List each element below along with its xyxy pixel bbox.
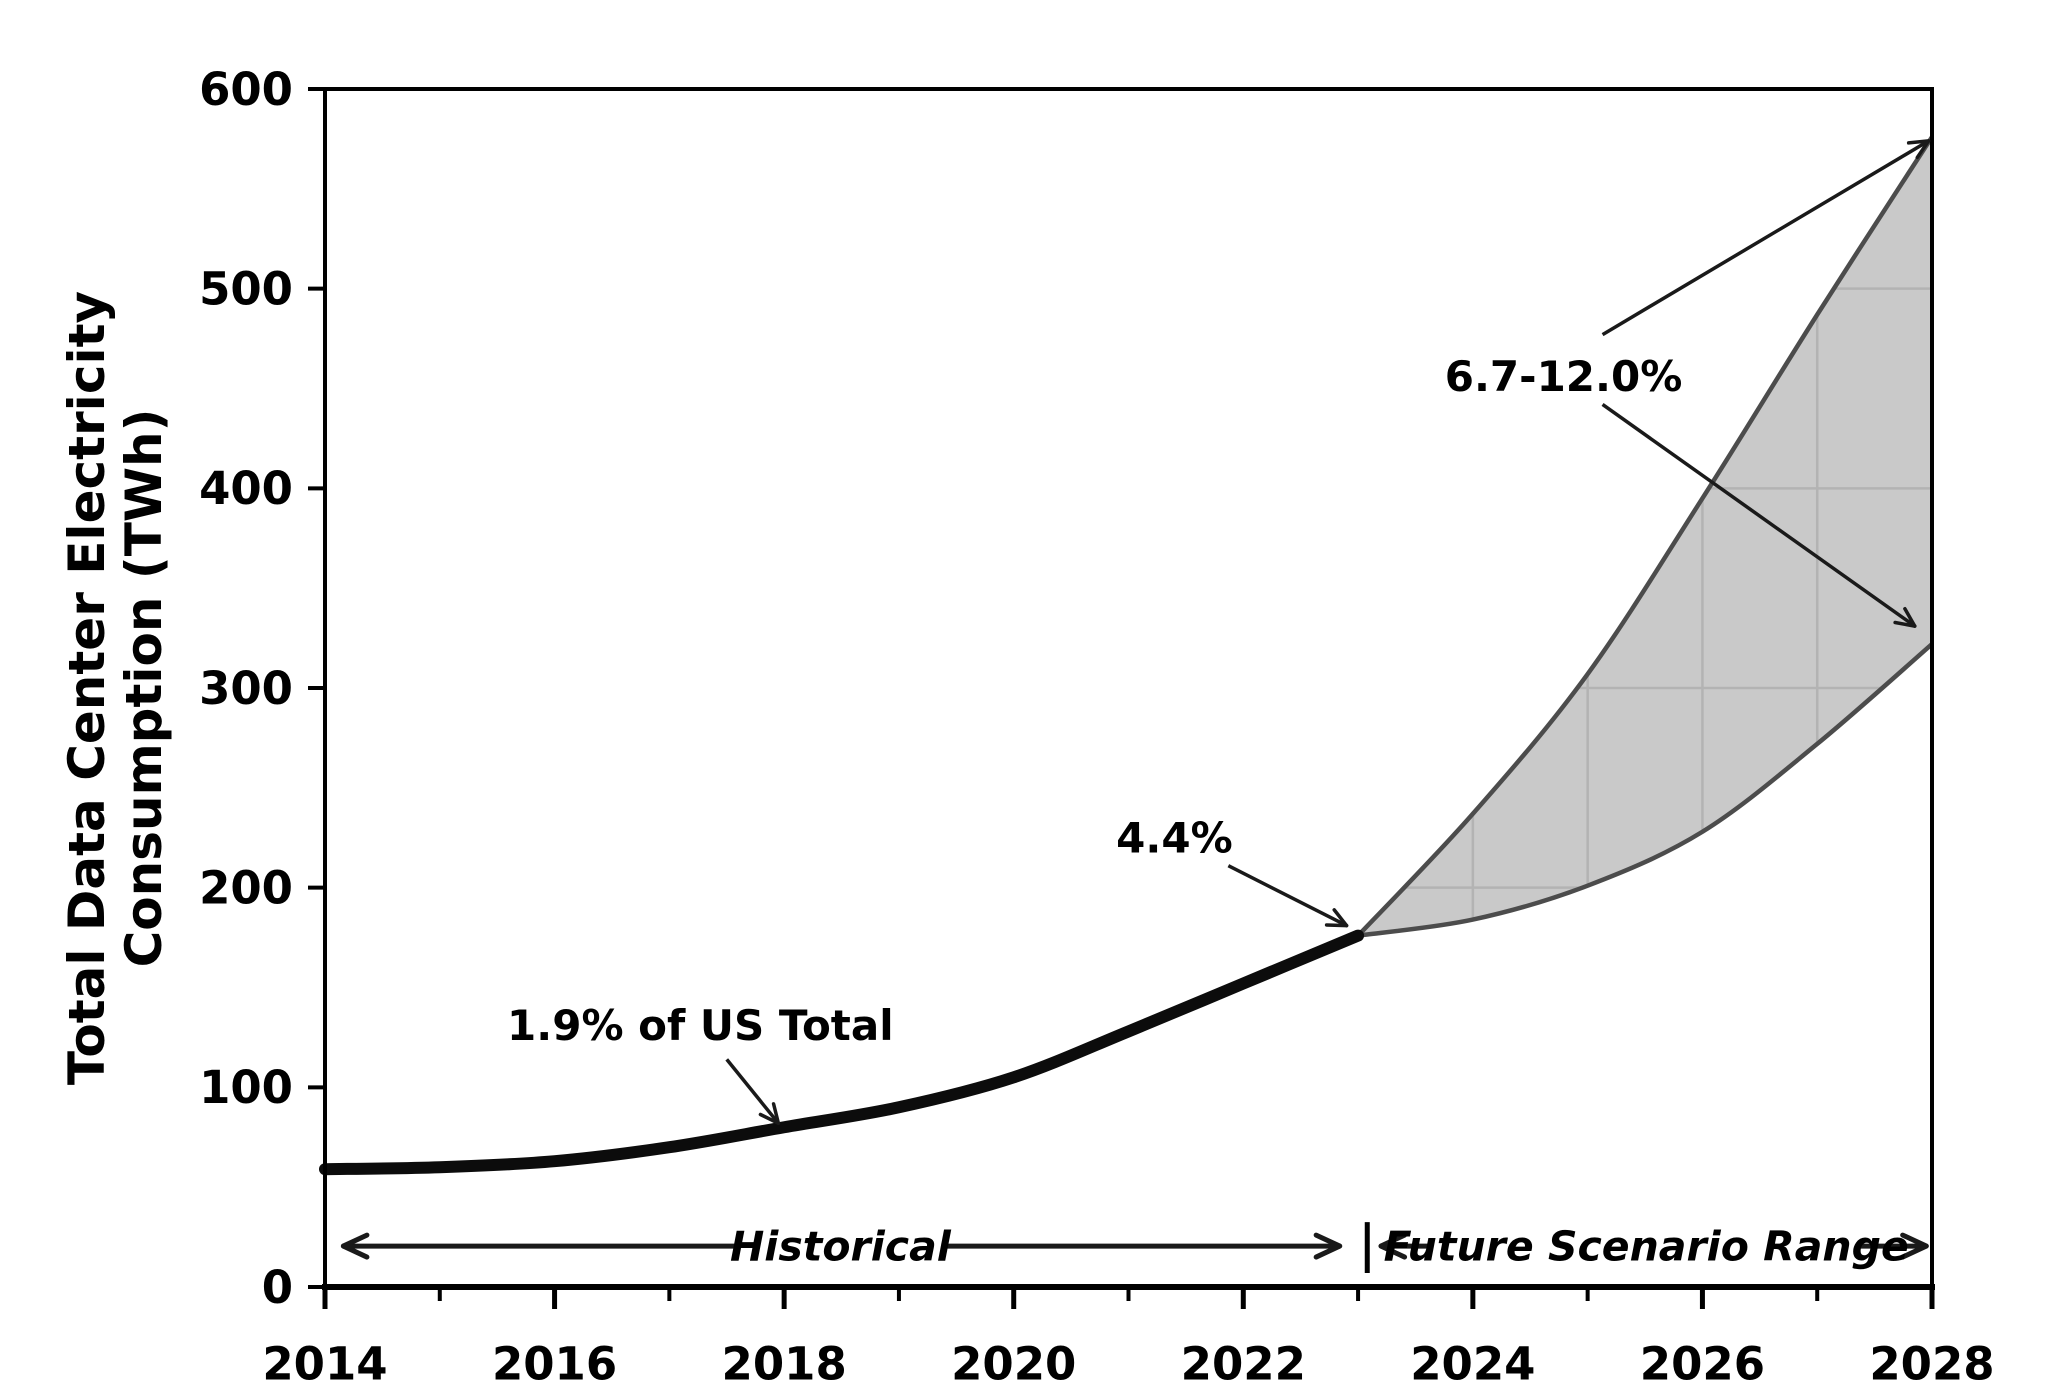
annotation-text-pct-of-us-total-2028: 6.7-12.0%: [1445, 352, 1683, 401]
annotation-text-pct-of-us-total-2018: 1.9% of US Total: [507, 1001, 894, 1050]
arrow-head: [1313, 1243, 1343, 1260]
x-tick-label: 2016: [492, 1337, 617, 1386]
arrow-head: [758, 1112, 781, 1126]
range-arrow-future: [1378, 1232, 1432, 1260]
arrow-head: [1332, 908, 1349, 928]
y-tick-label: 300: [199, 662, 293, 715]
annotation-arrow-pct-of-us-total-2028: [1601, 403, 1917, 628]
range-label-future: Future Scenario Range: [1384, 1222, 1909, 1270]
y-tick-label: 0: [262, 1261, 293, 1314]
arrow-shaft: [1601, 403, 1916, 628]
annotation-arrow-pct-of-us-total-2028: [1601, 139, 1931, 337]
y-tick-label: 100: [199, 1061, 293, 1114]
historical-line: [319, 929, 1365, 1176]
arrow-head: [1906, 139, 1931, 145]
annotation-arrow-pct-of-us-total-2018: [725, 1058, 781, 1126]
future-lower-bound-line: [1357, 642, 1934, 938]
arrow-head: [1324, 923, 1349, 928]
arrow-head: [1313, 1232, 1343, 1249]
y-tick-label: 500: [199, 262, 293, 315]
range-arrow-historical: [941, 1232, 1343, 1260]
range-label-historical: Historical: [730, 1222, 952, 1270]
x-tick-label: 2022: [1181, 1337, 1306, 1386]
annotation-text-pct-of-us-total-2023: 4.4%: [1116, 813, 1232, 862]
y-tick-label: 200: [199, 861, 293, 914]
arrow-head: [1903, 606, 1917, 628]
range-arrow-historical: [340, 1232, 739, 1260]
arrow-head: [1378, 1232, 1408, 1249]
arrow-head: [771, 1102, 781, 1126]
arrow-head: [1900, 1243, 1929, 1260]
arrow-head: [340, 1243, 370, 1260]
annotation-arrow-pct-of-us-total-2023: [1227, 864, 1349, 928]
x-tick-label: 2028: [1869, 1337, 1994, 1386]
future-scenario-band: [1358, 136, 1932, 936]
y-tick-label: 400: [199, 462, 293, 515]
arrow-head: [1900, 1232, 1929, 1249]
arrow-head: [1915, 139, 1931, 160]
arrow-head: [1378, 1243, 1408, 1260]
x-tick-label: 2014: [262, 1337, 387, 1386]
range-arrow-future: [1859, 1232, 1929, 1260]
x-tick-label: 2024: [1410, 1337, 1535, 1386]
arrow-head: [340, 1232, 370, 1249]
arrow-shaft: [1227, 864, 1348, 928]
arrow-shaft: [1601, 139, 1930, 337]
y-axis-title-line2: Consumption (TWh): [115, 409, 173, 968]
y-tick-label: 600: [199, 63, 293, 116]
band-gridlines: [1358, 136, 1932, 936]
y-axis-title-line1: Total Data Center Electricity: [58, 291, 116, 1085]
arrow-head: [1893, 620, 1917, 628]
x-tick-label: 2020: [951, 1337, 1076, 1386]
x-tick-label: 2026: [1640, 1337, 1765, 1386]
future-upper-bound-line: [1356, 135, 1934, 938]
arrow-shaft: [725, 1058, 780, 1125]
x-tick-label: 2018: [722, 1337, 847, 1386]
